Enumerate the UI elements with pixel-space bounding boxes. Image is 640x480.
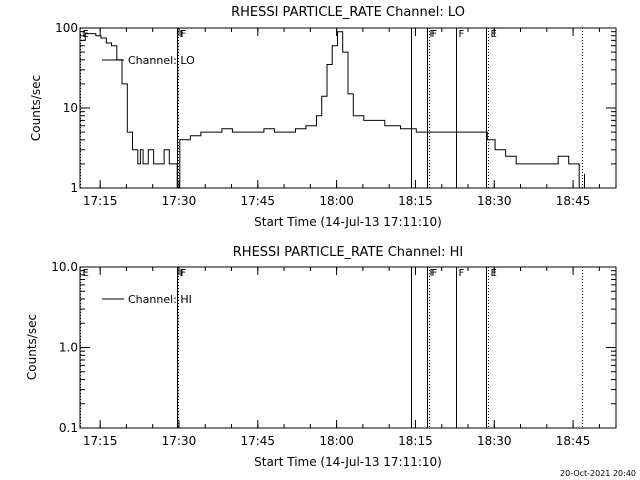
lo-event-marker-label: F xyxy=(459,29,465,40)
hi-y-tick-label: 1.0 xyxy=(59,341,78,355)
lo-event-marker-label: F xyxy=(180,29,186,40)
lo-chart-title: RHESSI PARTICLE_RATE Channel: LO xyxy=(231,5,465,20)
lo-x-tick-label: 18:00 xyxy=(319,194,354,208)
hi-event-marker-label: F xyxy=(430,268,436,279)
lo-x-tick-label: 18:15 xyxy=(398,194,433,208)
lo-event-markers: E FF FF F E xyxy=(80,28,583,188)
lo-event-marker-label: F xyxy=(432,29,438,40)
lo-x-axis-label: Start Time (14-Jul-13 17:11:10) xyxy=(254,215,442,229)
lo-series-line xyxy=(80,31,585,189)
hi-x-tick-label: 18:00 xyxy=(319,434,354,448)
hi-y-tick-label: 10.0 xyxy=(51,260,78,274)
hi-x-tick-label: 17:15 xyxy=(83,434,118,448)
hi-x-tick-label: 18:15 xyxy=(398,434,433,448)
lo-legend-label: Channel: LO xyxy=(128,54,195,67)
hi-channel-panel: RHESSI PARTICLE_RATE Channel: HI Counts/… xyxy=(25,245,617,469)
hi-x-axis-label: Start Time (14-Jul-13 17:11:10) xyxy=(254,455,442,469)
hi-y-axis-label: Counts/sec xyxy=(25,314,39,380)
hi-event-marker-label: E xyxy=(491,268,497,279)
lo-y-tick-label: 10 xyxy=(63,101,78,115)
lo-x-tick-label: 17:45 xyxy=(240,194,275,208)
hi-legend-label: Channel: HI xyxy=(128,293,192,306)
lo-x-tick-label: 18:45 xyxy=(556,194,591,208)
hi-x-tick-label: 17:30 xyxy=(162,434,197,448)
lo-x-tick-label: 17:30 xyxy=(162,194,197,208)
hi-event-marker-label: F xyxy=(432,268,438,279)
hi-plot-frame xyxy=(79,266,617,429)
hi-event-marker-label: F xyxy=(180,268,186,279)
lo-event-marker-label: F xyxy=(430,29,436,40)
hi-chart-title: RHESSI PARTICLE_RATE Channel: HI xyxy=(233,245,463,260)
lo-axis-ticks: 17:15 17:30 17:45 18:00 18:15 18:30 18:45 1 10 10… xyxy=(55,21,616,208)
hi-x-tick-label: 18:45 xyxy=(556,434,591,448)
hi-event-marker-label: F xyxy=(459,268,465,279)
hi-x-tick-label: 18:30 xyxy=(477,434,512,448)
generation-timestamp: 20-Oct-2021 20:40 xyxy=(560,469,636,478)
hi-event-markers: E FF FF F E xyxy=(80,267,583,428)
lo-x-tick-label: 17:15 xyxy=(83,194,118,208)
hi-axis-ticks: 17:15 17:30 17:45 18:00 18:15 18:30 18:45 0.1 1.… xyxy=(51,260,616,448)
lo-y-axis-label: Counts/sec xyxy=(29,75,43,141)
lo-event-marker-label: F xyxy=(181,29,187,40)
lo-channel-panel: RHESSI PARTICLE_RATE Channel: LO Counts/… xyxy=(29,5,617,229)
hi-event-marker-label: F xyxy=(181,268,187,279)
lo-event-marker-label: E xyxy=(491,29,497,40)
lo-y-tick-label: 100 xyxy=(55,21,78,35)
hi-event-marker-label: E xyxy=(83,268,89,279)
lo-x-tick-label: 18:30 xyxy=(477,194,512,208)
hi-x-tick-label: 17:45 xyxy=(240,434,275,448)
hi-y-tick-label: 0.1 xyxy=(59,421,78,435)
lo-y-tick-label: 1 xyxy=(70,181,78,195)
